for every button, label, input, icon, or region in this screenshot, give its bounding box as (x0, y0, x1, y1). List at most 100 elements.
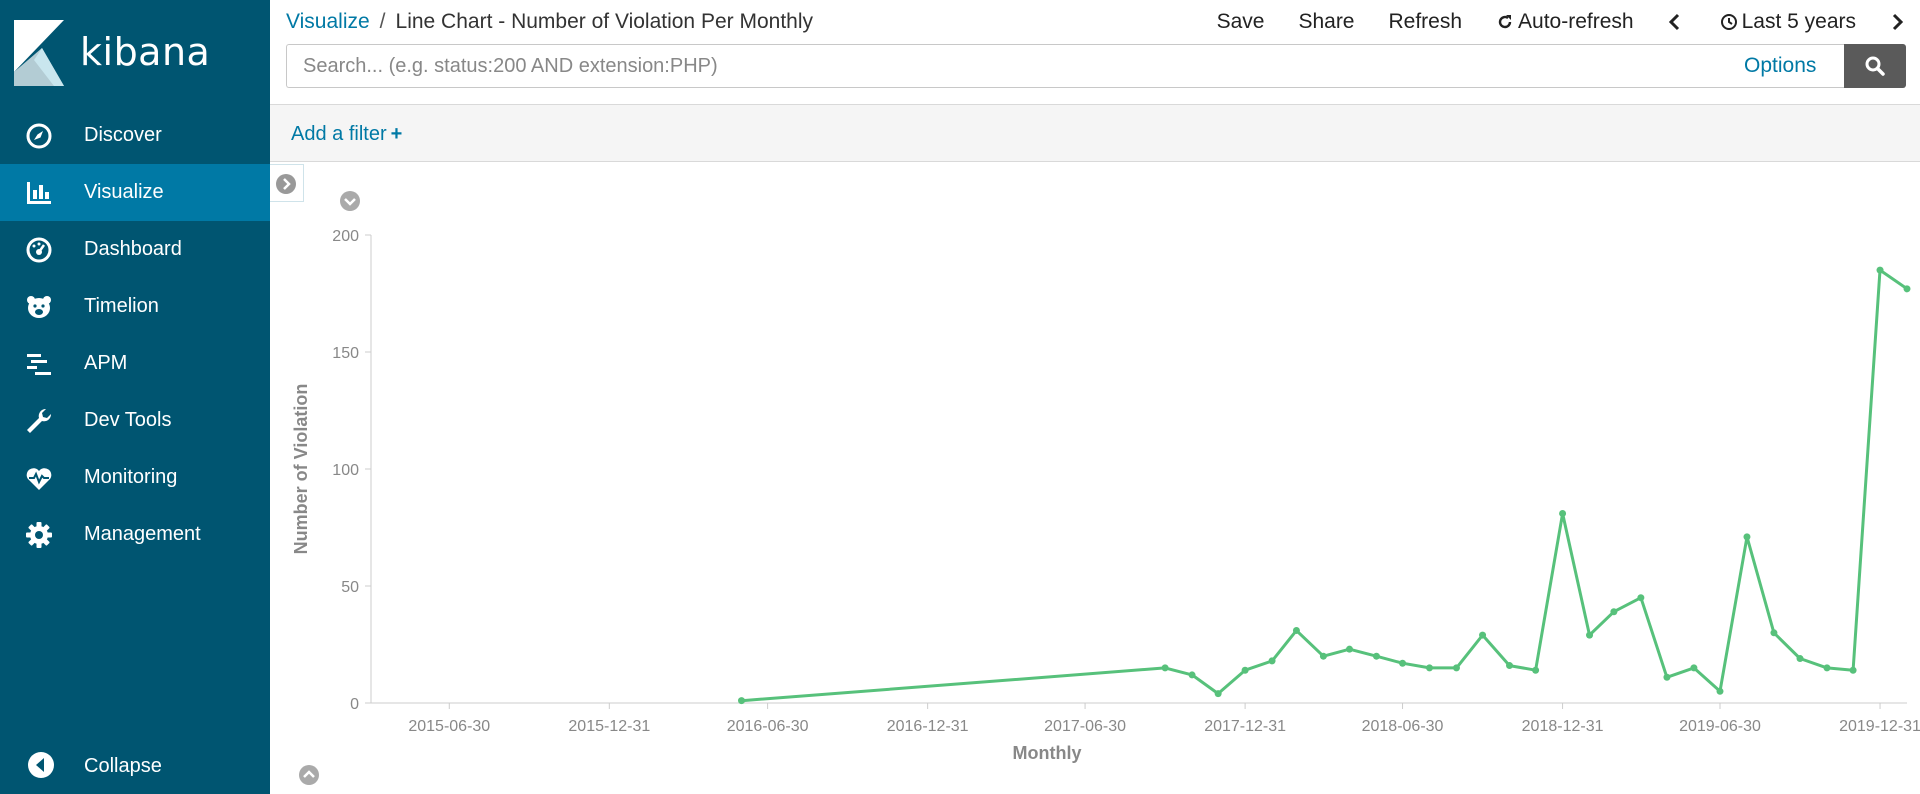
breadcrumb-separator: / (379, 10, 386, 33)
sidebar-item-label: Dashboard (84, 238, 182, 260)
y-tick-label: 0 (350, 696, 359, 713)
x-tick-label: 2019-06-30 (1679, 718, 1761, 735)
search-input[interactable] (286, 44, 1844, 88)
data-point (1345, 645, 1353, 653)
brand-name: kibana (80, 30, 211, 74)
gear-icon (26, 522, 52, 548)
data-point (1399, 659, 1407, 667)
data-point (1849, 666, 1857, 674)
x-tick-label: 2015-12-31 (568, 718, 650, 735)
kibana-logo-icon (14, 20, 64, 86)
data-point (1426, 664, 1434, 672)
data-point (1716, 687, 1724, 695)
data-point (1292, 626, 1300, 634)
filter-bar: Add a filter + (270, 104, 1920, 162)
share-button[interactable]: Share (1298, 10, 1355, 33)
data-point (1452, 664, 1460, 672)
data-point (1796, 655, 1804, 663)
line-chart: 0 50 100 150 200 2015-06-30 2015-12-31 2016-06-… (291, 228, 1920, 763)
refresh-icon (1498, 15, 1512, 29)
add-filter-button[interactable]: Add a filter + (291, 123, 402, 146)
y-axis-title: Number of Violation (291, 384, 311, 555)
sidebar-item-visualize[interactable]: Visualize (0, 164, 270, 221)
refresh-button[interactable]: Refresh (1388, 10, 1463, 33)
sidebar-item-monitoring[interactable]: Monitoring (0, 449, 270, 506)
x-tick-label: 2016-06-30 (727, 718, 809, 735)
breadcrumb: Visualize / Line Chart - Number of Violati… (286, 10, 813, 34)
data-point (1610, 608, 1618, 616)
sidebar-item-management[interactable]: Management (0, 506, 270, 563)
data-point (1372, 652, 1380, 660)
chevron-right-icon (1892, 13, 1904, 31)
toggle-editor-sidebar-button[interactable] (270, 164, 304, 202)
sidebar-item-label: Visualize (84, 181, 164, 203)
search-options-button[interactable]: Options (1744, 54, 1817, 77)
data-point (1161, 664, 1169, 672)
wrench-icon (27, 408, 52, 433)
chevron-right-circle-icon (276, 174, 296, 194)
data-point (1319, 652, 1327, 660)
y-tick-label: 100 (332, 462, 359, 479)
x-tick-label: 2018-06-30 (1362, 718, 1444, 735)
apm-lines-icon (27, 354, 51, 375)
data-point (1743, 533, 1751, 541)
data-point (1586, 631, 1594, 639)
series-line (741, 268, 1908, 703)
x-tick-label: 2018-12-31 (1522, 718, 1604, 735)
data-point (1823, 664, 1831, 672)
sidebar-item-apm[interactable]: APM (0, 335, 270, 392)
sidebar: kibana Discover Visualize (0, 0, 270, 794)
data-point (738, 697, 746, 705)
data-point (1690, 664, 1698, 672)
page-title: Line Chart - Number of Violation Per Mon… (395, 10, 813, 33)
data-point (1479, 631, 1487, 639)
sidebar-nav: Discover Visualize Dashboard (0, 107, 270, 563)
sidebar-item-label: Discover (84, 124, 162, 146)
sidebar-item-label: Timelion (84, 295, 159, 317)
top-nav-bar: Visualize / Line Chart - Number of Violati… (270, 0, 1920, 44)
sidebar-item-discover[interactable]: Discover (0, 107, 270, 164)
chevron-left-icon (1668, 13, 1679, 31)
data-point (1268, 657, 1276, 665)
data-point (1188, 671, 1196, 679)
x-tick-label: 2019-12-31 (1839, 718, 1920, 735)
sidebar-item-dashboard[interactable]: Dashboard (0, 221, 270, 278)
plus-icon: + (390, 123, 403, 145)
sidebar-item-dev-tools[interactable]: Dev Tools (0, 392, 270, 449)
save-button[interactable]: Save (1216, 10, 1265, 33)
x-axis-title: Monthly (1013, 743, 1082, 763)
x-tick-label: 2015-06-30 (408, 718, 490, 735)
data-point (1770, 629, 1778, 637)
heart-pulse-icon (26, 468, 52, 490)
legend-collapse-toggle-icon[interactable] (339, 190, 361, 212)
add-filter-label: Add a filter (291, 123, 387, 145)
bar-chart-icon (27, 182, 51, 204)
collapse-label: Collapse (84, 754, 162, 777)
time-next-button[interactable] (1890, 10, 1908, 34)
data-point (1637, 594, 1645, 602)
auto-refresh-button[interactable]: Auto-refresh (1496, 10, 1634, 34)
data-point (1214, 690, 1222, 698)
search-submit-button[interactable] (1844, 44, 1906, 88)
time-prev-button[interactable] (1668, 10, 1686, 34)
kibana-logo[interactable]: kibana (14, 20, 264, 86)
query-bar: Options (286, 44, 1906, 88)
legend-expand-toggle-icon[interactable] (298, 764, 320, 786)
sidebar-item-label: Monitoring (84, 466, 178, 488)
auto-refresh-label: Auto-refresh (1518, 10, 1634, 33)
breadcrumb-visualize-link[interactable]: Visualize (286, 10, 370, 33)
data-point (1663, 673, 1671, 681)
search-icon (1865, 56, 1885, 76)
data-point (1903, 285, 1911, 293)
time-picker-button[interactable]: Last 5 years (1720, 10, 1856, 34)
data-point (1876, 266, 1884, 274)
compass-icon (26, 123, 52, 149)
time-range-label: Last 5 years (1741, 10, 1856, 33)
sidebar-item-label: Management (84, 523, 201, 545)
sidebar-item-timelion[interactable]: Timelion (0, 278, 270, 335)
x-tick-label: 2017-12-31 (1204, 718, 1286, 735)
data-point (1506, 662, 1514, 670)
data-point (1559, 509, 1567, 517)
collapse-button[interactable]: Collapse (0, 738, 270, 794)
data-point (1241, 666, 1249, 674)
